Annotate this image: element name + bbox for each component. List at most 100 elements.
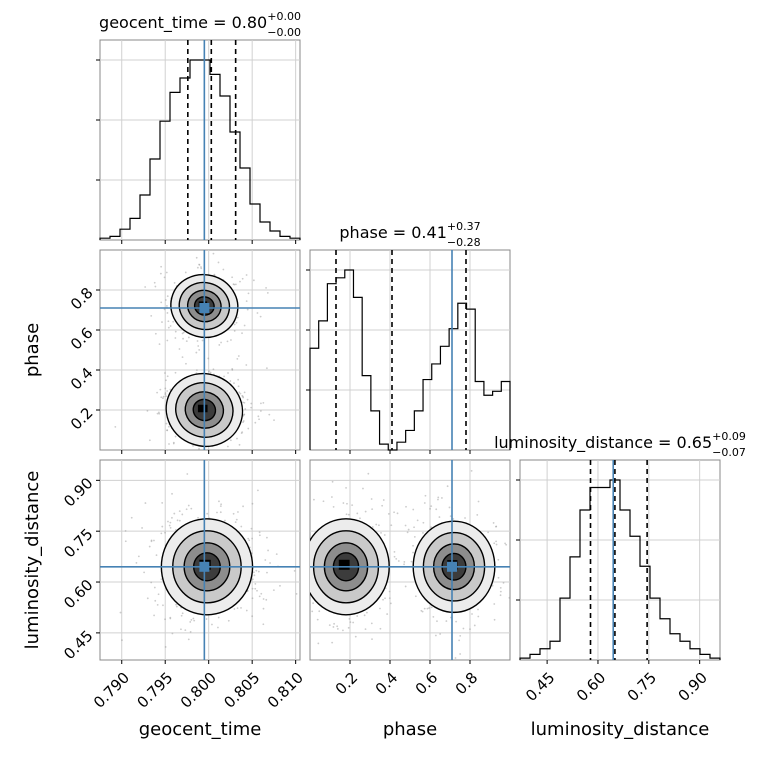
ytick-label-phase-3: 0.8 (67, 284, 97, 314)
scatter-point (259, 410, 262, 412)
scatter-point (258, 595, 261, 598)
scatter-point (235, 321, 238, 324)
scatter-point (233, 608, 236, 610)
scatter-point (384, 597, 386, 600)
scatter-point (388, 590, 391, 593)
scatter-point (217, 626, 219, 629)
scatter-point (413, 535, 416, 538)
scatter-point (167, 326, 170, 329)
scatter-point (396, 512, 399, 515)
scatter-point (476, 514, 479, 516)
scatter-point (317, 642, 320, 645)
scatter-point (219, 511, 222, 514)
scatter-point (156, 412, 159, 415)
scatter-point (161, 451, 163, 453)
scatter-point (393, 511, 395, 514)
ytick-label-luminosity_distance-3: 0.90 (60, 474, 96, 510)
scatter-point (200, 266, 202, 268)
xtick-label-luminosity_distance-3: 0.90 (675, 669, 711, 705)
scatter-point (423, 502, 426, 504)
scatter-point (154, 285, 157, 288)
scatter-point (220, 341, 222, 344)
scatter-point (167, 320, 170, 323)
scatter-point (269, 562, 271, 564)
scatter-point (198, 263, 201, 266)
scatter-point (164, 646, 167, 648)
scatter-point (160, 532, 163, 535)
scatter-point (178, 510, 181, 513)
scatter-point (258, 418, 260, 421)
scatter-point (160, 396, 163, 399)
title-main-luminosity_distance: luminosity_distance = 0.65 (494, 433, 712, 453)
scatter-point (262, 401, 265, 404)
scatter-point (233, 283, 236, 286)
title-plus-geocent_time: +0.00 (267, 10, 301, 23)
scatter-point (302, 559, 304, 561)
scatter-point (390, 524, 393, 527)
scatter-point (312, 602, 315, 605)
scatter-point (248, 539, 251, 542)
title-main-geocent_time: geocent_time = 0.80 (99, 13, 267, 33)
scatter-point (380, 531, 382, 534)
scatter-point (437, 498, 439, 501)
scatter-point (495, 525, 498, 528)
scatter-point (227, 619, 230, 622)
scatter-point (222, 268, 225, 271)
scatter-point (207, 454, 209, 456)
2d-geocent_time-phase-peak-1 (197, 404, 208, 413)
scatter-point (165, 422, 168, 425)
scatter-point (253, 574, 256, 577)
scatter-point (166, 312, 169, 314)
scatter-point (153, 614, 155, 617)
2d-geocent_time-luminosity_distance-truth-marker (199, 561, 210, 572)
scatter-point (403, 561, 406, 563)
scatter-point (184, 271, 187, 274)
scatter-point (207, 357, 210, 360)
scatter-point (302, 545, 304, 547)
scatter-point (332, 626, 335, 628)
scatter-point (493, 542, 496, 545)
ytick-label-luminosity_distance-0: 0.45 (60, 627, 96, 663)
scatter-point (166, 305, 168, 307)
scatter-point (144, 502, 147, 504)
scatter-point (264, 559, 267, 561)
scatter-point (405, 505, 407, 508)
hist-step-phase (309, 269, 511, 451)
scatter-point (176, 519, 179, 522)
scatter-point (243, 391, 246, 394)
scatter-point (247, 292, 250, 295)
scatter-point (366, 611, 368, 614)
scatter-point (181, 612, 184, 615)
xaxis-label-phase: phase (383, 719, 437, 740)
scatter-point (265, 367, 268, 370)
scatter-point (318, 610, 321, 613)
scatter-point (414, 595, 417, 598)
scatter-point (255, 569, 258, 572)
xtick-label-luminosity_distance-0: 0.45 (522, 669, 558, 705)
scatter-point (371, 526, 374, 528)
xtick-label-geocent_time-2: 0.800 (177, 669, 220, 712)
scatter-point (154, 332, 157, 335)
scatter-point (166, 339, 169, 342)
scatter-point (229, 380, 232, 382)
scatter-point (322, 500, 325, 503)
scatter-point (273, 419, 275, 422)
scatter-point (462, 627, 465, 630)
scatter-point (313, 498, 315, 501)
scatter-point (371, 638, 373, 641)
scatter-point (404, 524, 407, 527)
scatter-point (171, 632, 174, 635)
scatter-point (345, 513, 348, 516)
xaxis-label-luminosity_distance: luminosity_distance (531, 719, 710, 740)
scatter-point (218, 500, 220, 503)
scatter-point (293, 569, 296, 572)
scatter-point (413, 526, 415, 529)
scatter-point (430, 505, 433, 508)
scatter-point (407, 528, 410, 531)
scatter-point (430, 526, 432, 529)
scatter-point (124, 530, 127, 532)
scatter-point (387, 513, 390, 515)
scatter-point (158, 412, 161, 415)
scatter-point (499, 590, 502, 593)
scatter-point (493, 618, 496, 621)
